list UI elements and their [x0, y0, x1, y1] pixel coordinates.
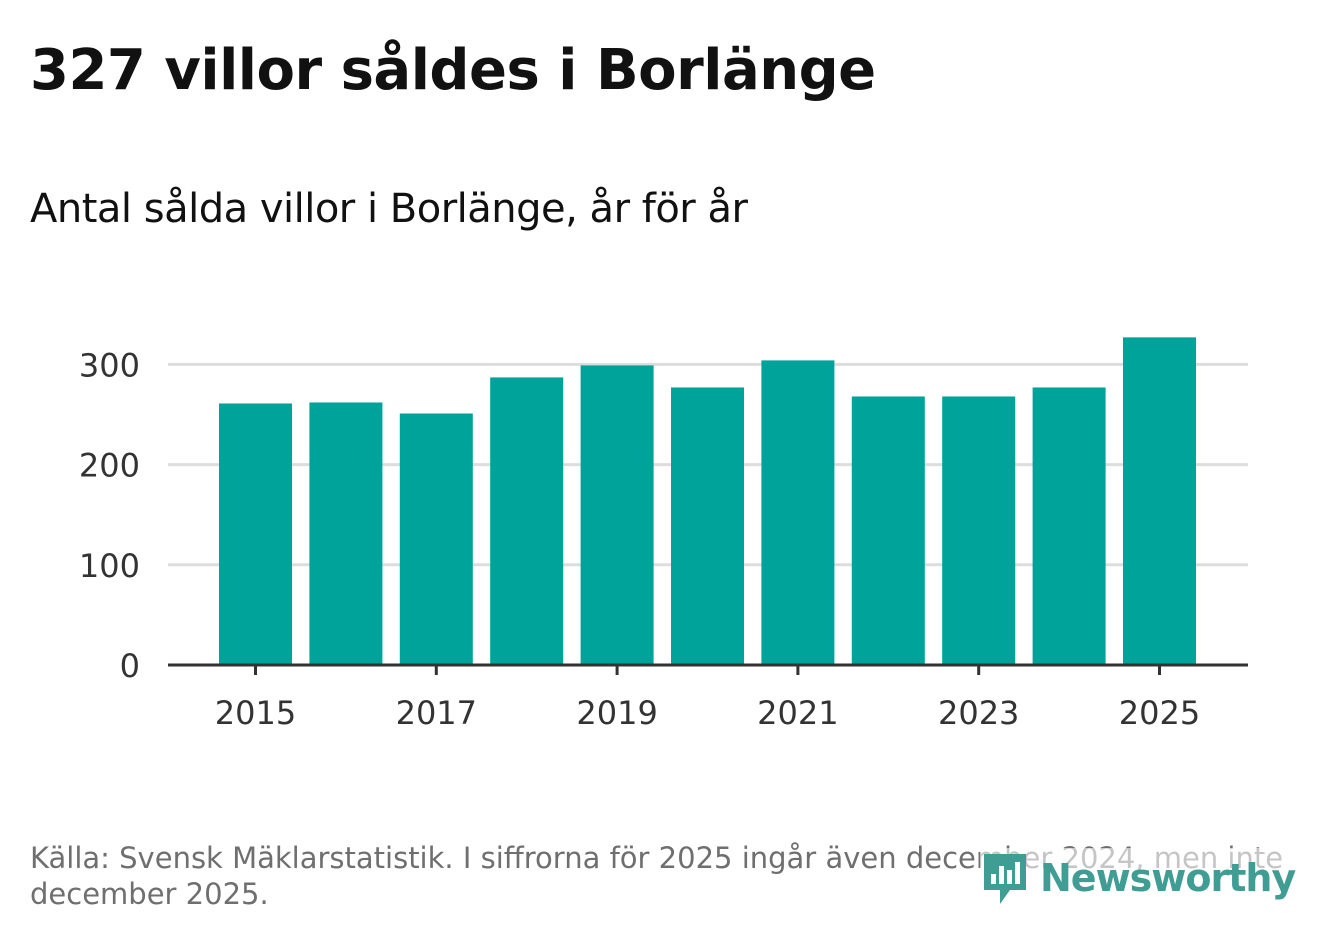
x-axis [168, 663, 1248, 675]
bars [219, 337, 1196, 665]
newsworthy-logo-icon [984, 854, 1026, 904]
x-tick-label: 2015 [215, 694, 296, 732]
x-tick-label: 2017 [396, 694, 477, 732]
bar-2021 [761, 360, 835, 665]
chart-subtitle: Antal sålda villor i Borlänge, år för år [30, 186, 748, 232]
bar-2024 [1032, 387, 1106, 665]
bar-2025 [1123, 337, 1196, 665]
bar-chart: 0 100 200 300 2015 2017 2019 2021 2023 2025 [79, 337, 1248, 732]
bar-2017 [399, 413, 473, 665]
newsworthy-logo: Newsworthy [980, 848, 1296, 908]
bar-2019 [580, 365, 654, 665]
bar-2018 [490, 377, 564, 665]
chart-title: 327 villor såldes i Borlänge [30, 38, 876, 103]
y-tick-label: 300 [79, 346, 140, 384]
x-tick-label: 2021 [757, 694, 838, 732]
bar-2023 [942, 396, 1016, 665]
y-axis-labels: 0 100 200 300 [79, 346, 140, 685]
logo-text: Newsworthy [1040, 856, 1296, 900]
bar-2016 [309, 402, 383, 665]
y-tick-label: 200 [79, 447, 140, 485]
bar-2020 [671, 387, 744, 665]
y-tick-label: 100 [79, 547, 140, 585]
x-axis-labels: 2015 2017 2019 2021 2023 2025 [215, 694, 1200, 732]
x-tick-label: 2025 [1119, 694, 1200, 732]
bar-2022 [851, 396, 925, 665]
x-tick-label: 2023 [938, 694, 1019, 732]
bar-2015 [219, 403, 292, 665]
x-tick-label: 2019 [576, 694, 657, 732]
y-tick-label: 0 [120, 647, 140, 685]
